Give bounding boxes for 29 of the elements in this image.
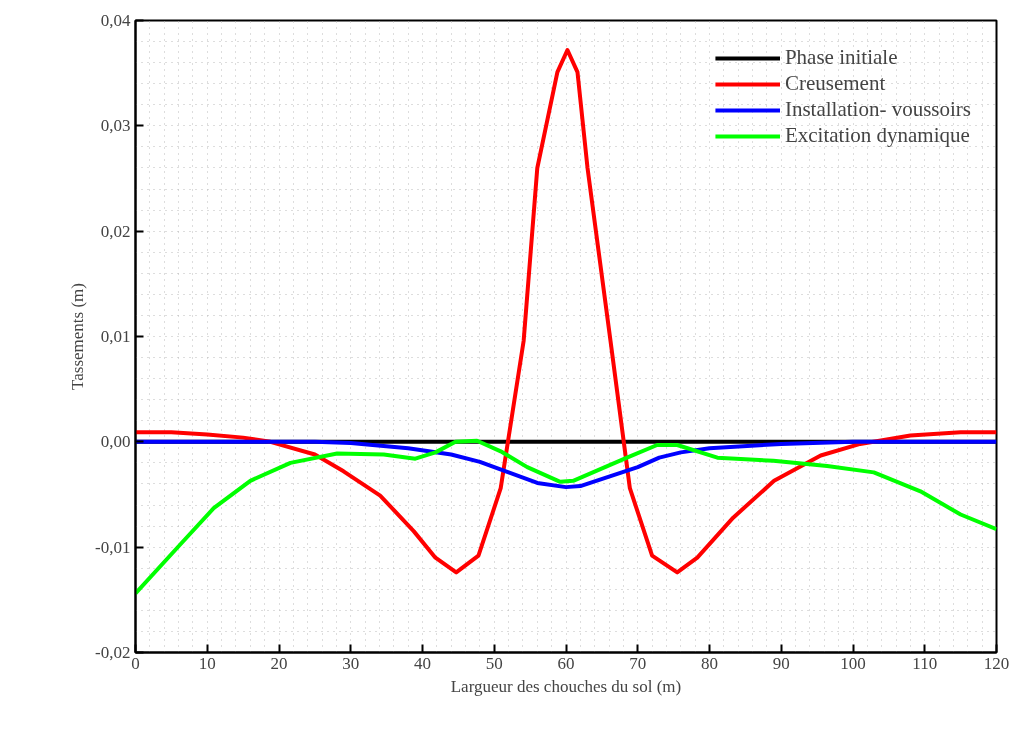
y-tick-label: 0,02 [100,221,131,241]
y-tick-label: -0,01 [95,537,131,557]
legend-label: Installation- voussoirs [784,97,971,122]
y-tick-label: 0,04 [100,11,131,30]
x-tick-label: 20 [270,653,288,673]
x-tick-label: 80 [701,653,718,673]
x-tick-label: 110 [912,653,938,673]
x-tick-label: 10 [198,653,216,673]
line-series [135,439,997,490]
x-tick-label: 120 [983,653,1010,673]
y-tick-label: 0,01 [100,327,131,346]
x-tick-label: 90 [772,653,790,673]
x-tick-label: 50 [485,653,503,673]
y-axis-title: Tassements (m) [68,283,88,390]
y-tick-label: 0,03 [100,116,131,136]
x-tick-label: 70 [629,653,647,673]
x-axis-title: Largueur des chouches du sol (m) [450,676,682,696]
x-tick-label: 40 [414,653,431,673]
line-series [135,438,997,596]
legend-label: Phase initiale [784,45,898,70]
line-series [135,47,997,575]
x-tick-label: 30 [342,653,360,673]
x-tick-label: 60 [557,653,575,673]
x-tick-label: 0 [131,653,140,673]
y-tick-label: 0,00 [100,432,131,452]
y-tick-label: -0,02 [95,643,131,662]
legend-label: Excitation dynamique [784,123,970,148]
x-tick-label: 100 [840,653,866,673]
legend-label: Creusement [784,71,886,96]
